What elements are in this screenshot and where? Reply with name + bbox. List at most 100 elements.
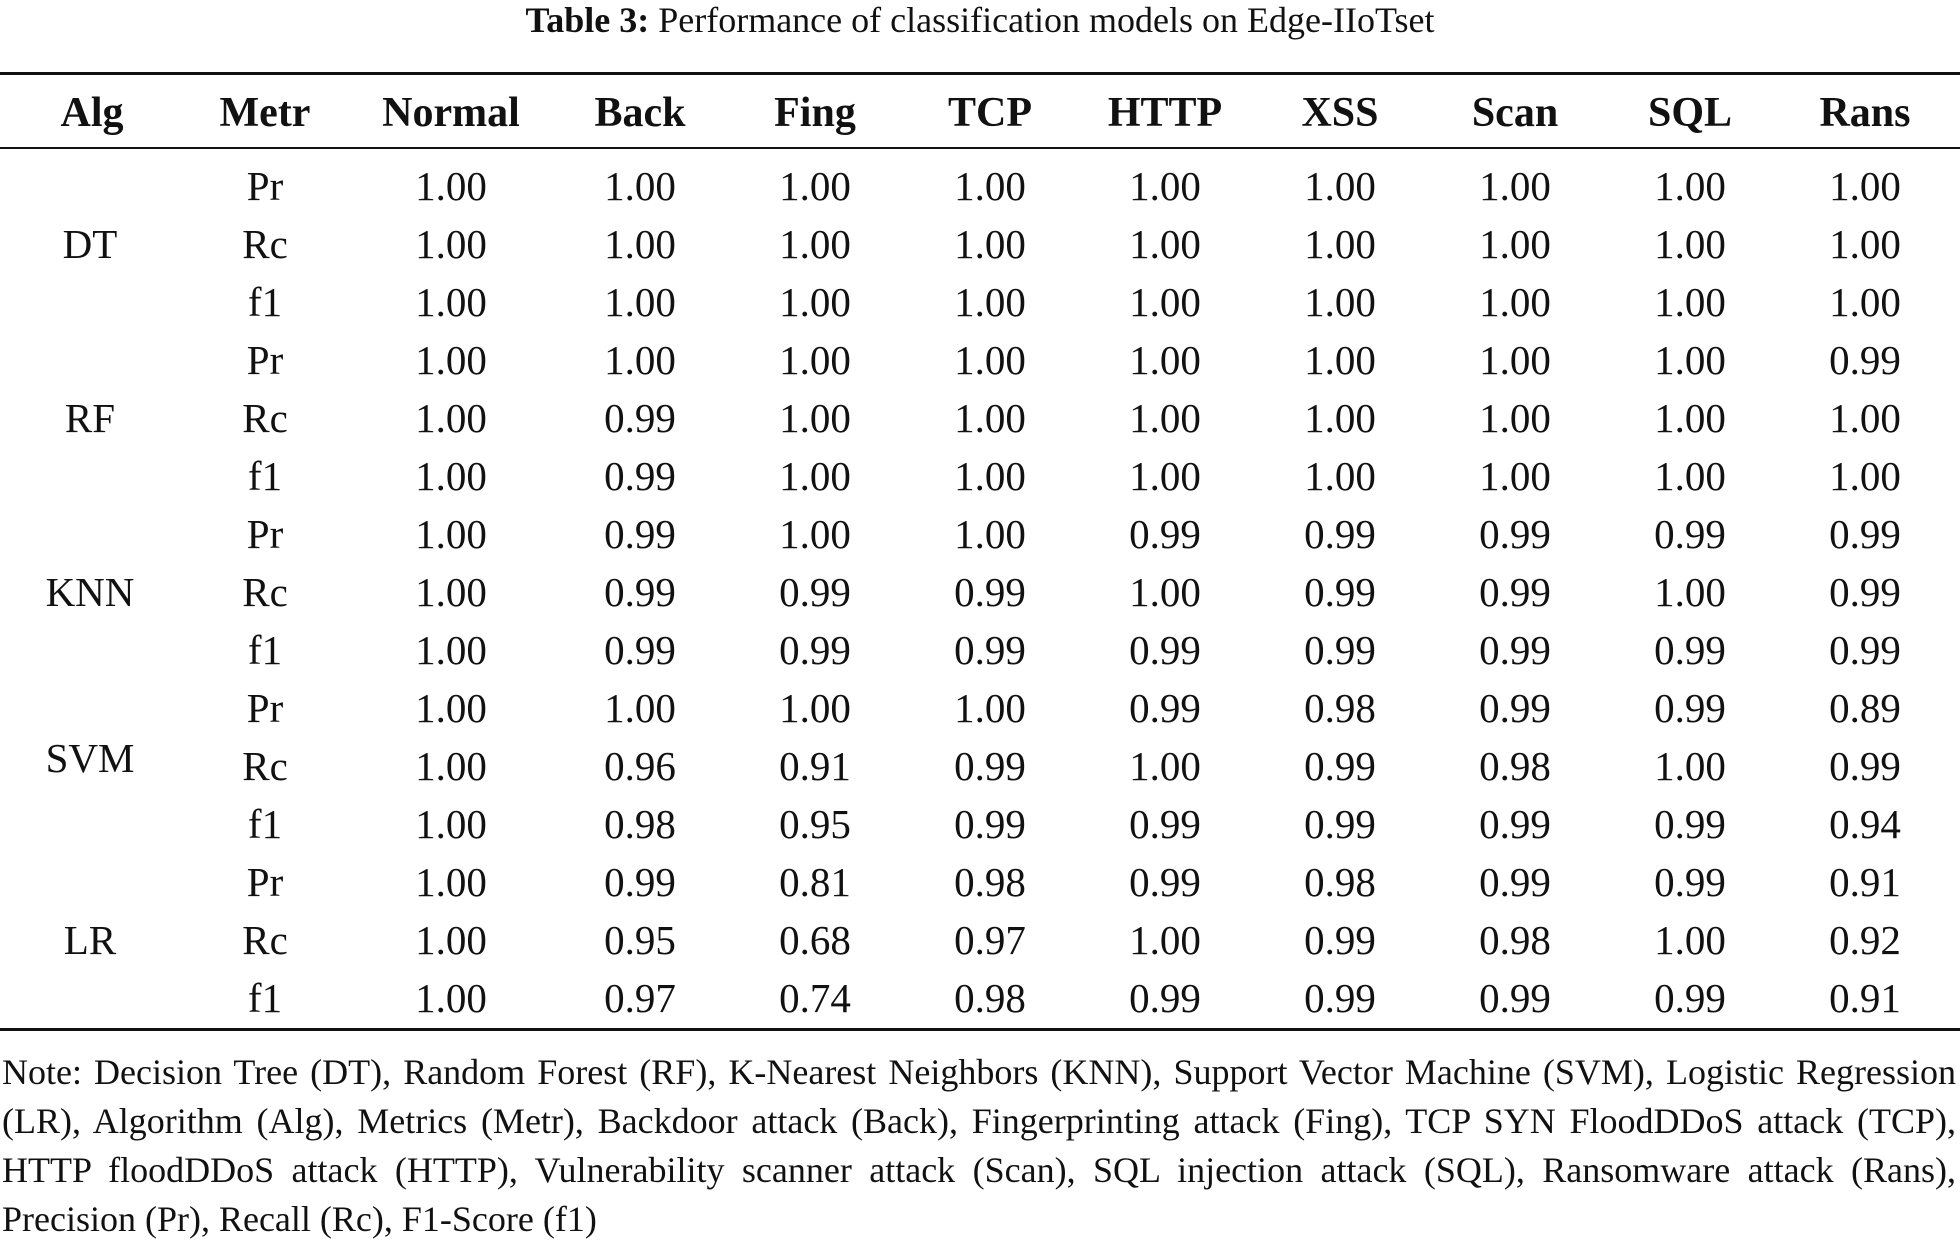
value-cell: 1.00 [1654, 917, 1726, 963]
value-cell: 0.99 [604, 453, 676, 499]
value-cell: 0.99 [604, 395, 676, 441]
metric-cell: Pr [246, 337, 284, 383]
value-cell: 0.99 [1479, 511, 1551, 557]
value-cell: 0.99 [1129, 975, 1201, 1021]
value-cell: 1.00 [779, 685, 851, 731]
value-cell: 1.00 [415, 801, 487, 847]
value-cell: 1.00 [415, 511, 487, 557]
table-row: f1 1.00 0.98 0.95 0.99 0.99 0.99 0.99 0.99 0.94 [0, 795, 1960, 853]
value-cell: 0.99 [779, 627, 851, 673]
value-cell: 1.00 [779, 337, 851, 383]
value-cell: 1.00 [1654, 569, 1726, 615]
value-cell: 1.00 [415, 743, 487, 789]
value-cell: 0.99 [1129, 685, 1201, 731]
value-cell: 1.00 [604, 163, 676, 209]
value-cell: 0.89 [1829, 685, 1901, 731]
table-header-rule [0, 147, 1960, 149]
value-cell: 0.99 [604, 569, 676, 615]
value-cell: 0.99 [1129, 859, 1201, 905]
value-cell: 1.00 [1304, 163, 1376, 209]
value-cell: 1.00 [1129, 743, 1201, 789]
value-cell: 1.00 [779, 221, 851, 267]
table-row: f1 1.00 0.99 1.00 1.00 1.00 1.00 1.00 1.00 1.00 [0, 447, 1960, 505]
alg-label-svm: SVM [45, 735, 135, 781]
value-cell: 0.97 [954, 917, 1026, 963]
column-header-rans: Rans [1819, 90, 1911, 136]
value-cell: 1.00 [1479, 279, 1551, 325]
table-row: f1 1.00 0.97 0.74 0.98 0.99 0.99 0.99 0.99 0.91 [0, 969, 1960, 1027]
column-header-scan: Scan [1471, 90, 1559, 136]
value-cell: 1.00 [779, 279, 851, 325]
value-cell: 1.00 [1829, 395, 1901, 441]
value-cell: 0.81 [779, 859, 851, 905]
metric-cell: Rc [242, 395, 288, 441]
metric-cell: f1 [247, 975, 283, 1021]
alg-label-rf: RF [64, 395, 116, 441]
value-cell: 0.99 [1654, 975, 1726, 1021]
metric-cell: Pr [246, 511, 284, 557]
value-cell: 1.00 [779, 395, 851, 441]
value-cell: 1.00 [1129, 917, 1201, 963]
value-cell: 0.99 [1304, 743, 1376, 789]
value-cell: 1.00 [1654, 337, 1726, 383]
metric-cell: Rc [242, 569, 288, 615]
value-cell: 0.99 [1129, 627, 1201, 673]
metric-cell: Pr [246, 685, 284, 731]
value-cell: 1.00 [1304, 395, 1376, 441]
value-cell: 1.00 [1654, 279, 1726, 325]
value-cell: 1.00 [415, 975, 487, 1021]
value-cell: 0.98 [954, 975, 1026, 1021]
metric-cell: f1 [247, 453, 283, 499]
value-cell: 0.99 [1654, 685, 1726, 731]
table-row: Pr 1.00 0.99 0.81 0.98 0.99 0.98 0.99 0.99 0.91 [0, 853, 1960, 911]
value-cell: 1.00 [415, 685, 487, 731]
alg-label-knn: KNN [45, 569, 135, 615]
value-cell: 0.94 [1829, 801, 1901, 847]
table-row: f1 1.00 0.99 0.99 0.99 0.99 0.99 0.99 0.99 0.99 [0, 621, 1960, 679]
metric-cell: f1 [247, 279, 283, 325]
value-cell: 0.99 [1654, 627, 1726, 673]
value-cell: 1.00 [954, 395, 1026, 441]
value-cell: 0.98 [604, 801, 676, 847]
value-cell: 0.99 [1479, 801, 1551, 847]
value-cell: 1.00 [954, 453, 1026, 499]
value-cell: 0.91 [1829, 975, 1901, 1021]
value-cell: 1.00 [415, 395, 487, 441]
table-caption-label: Table 3: [525, 0, 650, 40]
value-cell: 0.99 [1654, 801, 1726, 847]
table-row: f1 1.00 1.00 1.00 1.00 1.00 1.00 1.00 1.00 1.00 [0, 273, 1960, 331]
value-cell: 1.00 [779, 163, 851, 209]
value-cell: 0.99 [1304, 511, 1376, 557]
value-cell: 1.00 [604, 221, 676, 267]
value-cell: 0.99 [1654, 511, 1726, 557]
value-cell: 0.99 [1479, 569, 1551, 615]
value-cell: 0.98 [1304, 859, 1376, 905]
value-cell: 0.95 [604, 917, 676, 963]
value-cell: 1.00 [954, 511, 1026, 557]
value-cell: 0.99 [1479, 627, 1551, 673]
value-cell: 1.00 [1129, 221, 1201, 267]
value-cell: 0.91 [779, 743, 851, 789]
column-header-xss: XSS [1301, 90, 1379, 136]
metric-cell: Rc [242, 221, 288, 267]
table-row: Rc 1.00 0.99 0.99 0.99 1.00 0.99 0.99 1.00 0.99 [0, 563, 1960, 621]
value-cell: 1.00 [1654, 743, 1726, 789]
value-cell: 1.00 [954, 221, 1026, 267]
metric-cell: Rc [242, 743, 288, 789]
value-cell: 0.98 [954, 859, 1026, 905]
value-cell: 1.00 [1654, 395, 1726, 441]
value-cell: 1.00 [1654, 453, 1726, 499]
value-cell: 1.00 [1129, 395, 1201, 441]
value-cell: 0.99 [954, 801, 1026, 847]
value-cell: 1.00 [1129, 163, 1201, 209]
value-cell: 1.00 [1654, 163, 1726, 209]
value-cell: 1.00 [779, 453, 851, 499]
value-cell: 1.00 [954, 685, 1026, 731]
metric-cell: f1 [247, 627, 283, 673]
column-header-fing: Fing [774, 90, 856, 136]
table-caption-text: Performance of classification models on … [658, 0, 1435, 40]
value-cell: 0.99 [1304, 627, 1376, 673]
value-cell: 1.00 [1304, 221, 1376, 267]
column-header-alg: Alg [60, 90, 124, 136]
table-bottom-rule [0, 1028, 1960, 1031]
